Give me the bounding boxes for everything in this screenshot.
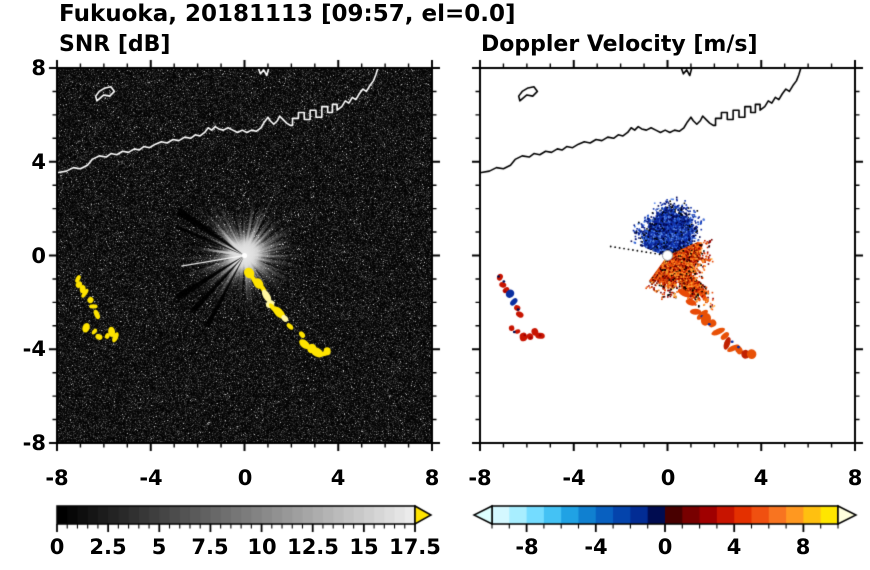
- x-tick-label: -4: [562, 466, 586, 490]
- colorbar-tick-label: 17.5: [389, 535, 441, 559]
- y-tick-label: -8: [22, 431, 46, 455]
- y-tick-label: 8: [31, 56, 46, 80]
- figure-title: Fukuoka, 20181113 [09:57, el=0.0]: [59, 1, 516, 27]
- x-tick-label: 4: [753, 466, 769, 490]
- colorbar-tick-label: 10: [247, 535, 277, 559]
- colorbar-tick-label: 7.5: [191, 535, 229, 559]
- x-tick-label: -8: [468, 466, 492, 490]
- x-tick-label: -8: [45, 466, 69, 490]
- x-tick-label: 8: [847, 466, 863, 490]
- snr-plot-canvas: [47, 58, 442, 453]
- snr-colorbar: [50, 504, 440, 538]
- y-tick-label: -4: [22, 337, 46, 361]
- x-tick-label: 8: [424, 466, 440, 490]
- colorbar-tick-label: 2.5: [89, 535, 127, 559]
- colorbar-tick-label: 4: [726, 535, 742, 559]
- colorbar-tick-label: 15: [349, 535, 379, 559]
- y-tick-label: 0: [31, 244, 46, 268]
- y-tick-label: 4: [31, 150, 46, 174]
- snr-panel-title: SNR [dB]: [59, 32, 171, 57]
- colorbar-tick-label: 12.5: [287, 535, 339, 559]
- colorbar-tick-label: 8: [795, 535, 811, 559]
- x-tick-label: 4: [330, 466, 346, 490]
- x-tick-label: -4: [139, 466, 163, 490]
- colorbar-tick-label: 0: [49, 535, 65, 559]
- x-tick-label: 0: [660, 466, 676, 490]
- colorbar-tick-label: -4: [584, 535, 608, 559]
- x-tick-label: 0: [237, 466, 253, 490]
- colorbar-tick-label: 5: [151, 535, 167, 559]
- doppler-panel-title: Doppler Velocity [m/s]: [481, 32, 758, 57]
- colorbar-tick-label: -8: [515, 535, 539, 559]
- doppler-plot-canvas: [470, 58, 865, 453]
- doppler-colorbar: [466, 504, 866, 538]
- colorbar-tick-label: 0: [657, 535, 673, 559]
